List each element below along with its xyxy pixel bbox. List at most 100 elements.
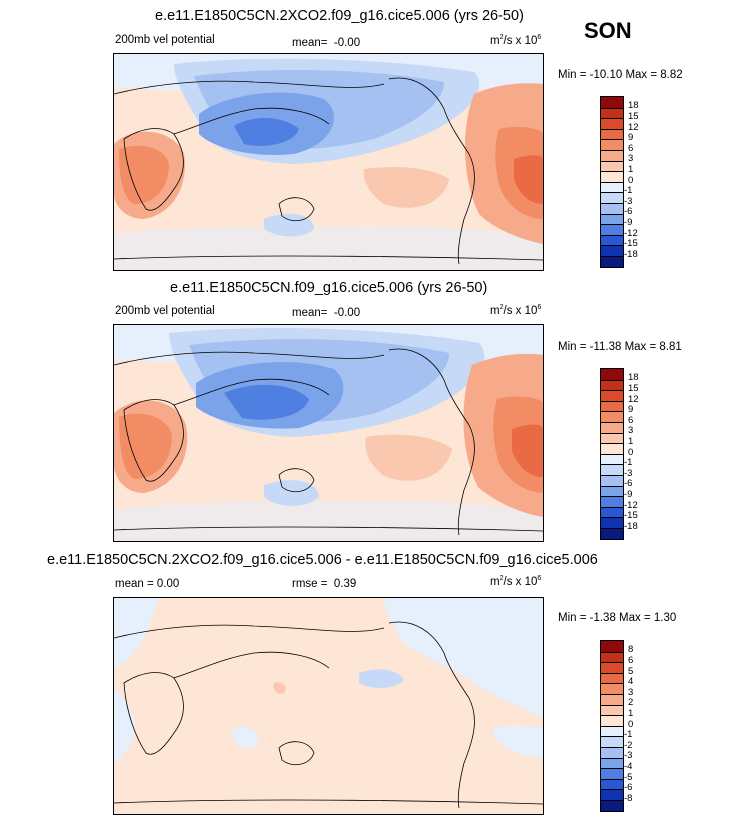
panel-3-title: e.e11.E1850C5CN.2XCO2.f09_g16.cice5.006 … — [47, 552, 598, 568]
panel-2-mean-value: -0.00 — [333, 307, 361, 319]
panel-3-units: m2/s x 106 — [490, 575, 542, 588]
colorbar-label: 1 — [628, 708, 634, 719]
panel-3-map — [113, 597, 544, 815]
colorbar-swatch — [601, 641, 623, 652]
colorbar-label: -12 — [624, 500, 638, 511]
panel-2-colorbar — [600, 368, 624, 540]
colorbar-label: -18 — [624, 521, 638, 532]
colorbar-label: -6 — [624, 478, 633, 489]
colorbar-swatch — [601, 256, 623, 267]
colorbar-swatch — [601, 683, 623, 694]
colorbar-label: 0 — [628, 175, 634, 186]
colorbar-swatch — [601, 369, 623, 380]
colorbar-swatch — [601, 662, 623, 673]
colorbar-label: 3 — [628, 425, 634, 436]
colorbar-swatch — [601, 464, 623, 475]
colorbar-swatch — [601, 747, 623, 758]
colorbar-swatch — [601, 715, 623, 726]
colorbar-label: -3 — [624, 468, 633, 479]
panel-1-variable-label: 200mb vel potential — [115, 34, 215, 46]
panel-3-rmse-label: rmse = — [292, 578, 328, 590]
colorbar-label: 12 — [628, 394, 639, 405]
colorbar-label: -2 — [624, 740, 633, 751]
colorbar-label: 15 — [628, 383, 639, 394]
panel-2-field — [114, 325, 543, 541]
colorbar-swatch — [601, 107, 623, 119]
panel-3-field — [114, 598, 543, 814]
panel-1-mean-label: mean= — [292, 37, 328, 49]
colorbar-swatch — [601, 736, 623, 747]
colorbar-label: -15 — [624, 238, 638, 249]
colorbar-swatch — [601, 171, 623, 182]
colorbar-label: -8 — [624, 793, 633, 804]
colorbar-label: -1 — [624, 457, 633, 468]
colorbar-swatch — [601, 224, 623, 235]
colorbar-label: 18 — [628, 100, 639, 111]
colorbar-swatch — [601, 213, 623, 225]
colorbar-swatch — [601, 778, 623, 790]
colorbar-swatch — [601, 800, 623, 811]
panel-2-map — [113, 324, 544, 542]
colorbar-swatch — [601, 506, 623, 518]
colorbar-label: -6 — [624, 782, 633, 793]
colorbar-label: 6 — [628, 655, 634, 666]
colorbar-label: 1 — [628, 436, 634, 447]
colorbar-swatch — [601, 400, 623, 412]
colorbar-swatch — [601, 128, 623, 140]
colorbar-label: 15 — [628, 111, 639, 122]
colorbar-label: 18 — [628, 372, 639, 383]
panel-1-mean-value: -0.00 — [333, 37, 361, 49]
colorbar-swatch — [601, 757, 623, 769]
colorbar-label: 5 — [628, 666, 634, 677]
colorbar-swatch — [601, 432, 623, 444]
colorbar-label: 6 — [628, 143, 634, 154]
panel-2-title: e.e11.E1850C5CN.f09_g16.cice5.006 (yrs 2… — [170, 280, 488, 296]
colorbar-label: -3 — [624, 196, 633, 207]
colorbar-swatch — [601, 672, 623, 684]
colorbar-swatch — [601, 411, 623, 422]
colorbar-label: 2 — [628, 697, 634, 708]
panel-1-map — [113, 53, 544, 271]
colorbar-swatch — [601, 517, 623, 528]
panel-3-rmse-value: 0.39 — [333, 578, 357, 590]
colorbar-label: -9 — [624, 489, 633, 500]
colorbar-swatch — [601, 181, 623, 193]
colorbar-label: 0 — [628, 447, 634, 458]
colorbar-swatch — [601, 234, 623, 246]
panel-1-colorbar — [600, 96, 624, 268]
panel-3-mean: mean = 0.00 — [115, 578, 180, 590]
colorbar-swatch — [601, 245, 623, 256]
colorbar-swatch — [601, 485, 623, 497]
colorbar-swatch — [601, 789, 623, 800]
colorbar-swatch — [601, 443, 623, 454]
colorbar-label: 1 — [628, 164, 634, 175]
colorbar-label: 6 — [628, 415, 634, 426]
colorbar-swatch — [601, 160, 623, 172]
panel-2-variable-label: 200mb vel potential — [115, 305, 215, 317]
colorbar-swatch — [601, 768, 623, 779]
colorbar-swatch — [601, 379, 623, 391]
colorbar-label: 9 — [628, 132, 634, 143]
colorbar-label: 4 — [628, 676, 634, 687]
colorbar-label: -1 — [624, 185, 633, 196]
colorbar-swatch — [601, 118, 623, 129]
colorbar-swatch — [601, 203, 623, 214]
panel-1-units: m2/s x 106 — [490, 34, 542, 47]
colorbar-swatch — [601, 150, 623, 161]
colorbar-label: 3 — [628, 153, 634, 164]
colorbar-swatch — [601, 496, 623, 507]
panel-2-mean-label: mean= — [292, 307, 328, 319]
colorbar-swatch — [601, 475, 623, 486]
panel-2-mean: mean= -0.00 — [292, 307, 360, 319]
panel-2-units: m2/s x 106 — [490, 304, 542, 317]
colorbar-swatch — [601, 97, 623, 108]
colorbar-label: -6 — [624, 206, 633, 217]
colorbar-label: -3 — [624, 750, 633, 761]
panel-1-mean: mean= -0.00 — [292, 37, 360, 49]
colorbar-swatch — [601, 390, 623, 401]
panel-1-field — [114, 54, 543, 270]
colorbar-swatch — [601, 139, 623, 150]
colorbar-label: -4 — [624, 761, 633, 772]
panel-3-rmse: rmse = 0.39 — [292, 578, 356, 590]
colorbar-label: 0 — [628, 719, 634, 730]
